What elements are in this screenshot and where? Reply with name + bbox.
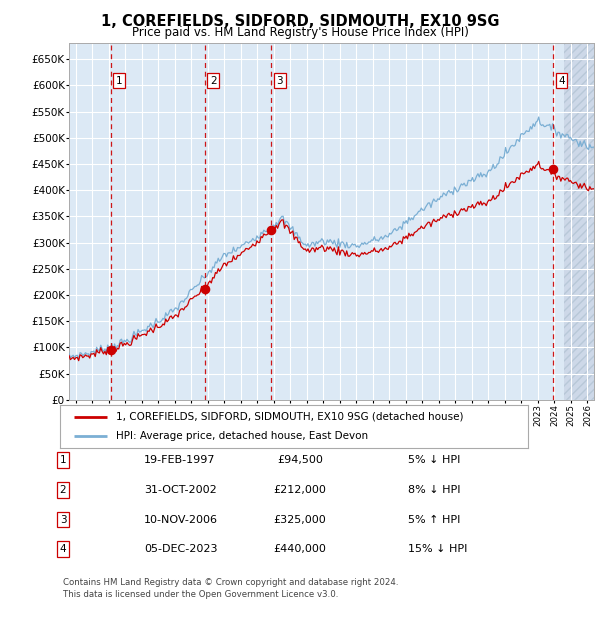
Text: 19-FEB-1997: 19-FEB-1997 xyxy=(144,455,215,465)
Point xyxy=(548,164,558,174)
Text: 1: 1 xyxy=(59,455,67,465)
Text: 8% ↓ HPI: 8% ↓ HPI xyxy=(408,485,461,495)
Text: 15% ↓ HPI: 15% ↓ HPI xyxy=(408,544,467,554)
Text: £440,000: £440,000 xyxy=(274,544,326,554)
Text: 31-OCT-2002: 31-OCT-2002 xyxy=(144,485,217,495)
Text: £94,500: £94,500 xyxy=(277,455,323,465)
Text: Price paid vs. HM Land Registry's House Price Index (HPI): Price paid vs. HM Land Registry's House … xyxy=(131,26,469,39)
Text: 1: 1 xyxy=(116,76,122,86)
Text: 5% ↑ HPI: 5% ↑ HPI xyxy=(408,515,460,525)
Text: 2: 2 xyxy=(210,76,217,86)
Text: 4: 4 xyxy=(558,76,565,86)
Point xyxy=(106,345,116,355)
Text: 5% ↓ HPI: 5% ↓ HPI xyxy=(408,455,460,465)
Text: 05-DEC-2023: 05-DEC-2023 xyxy=(144,544,218,554)
Text: Contains HM Land Registry data © Crown copyright and database right 2024.
This d: Contains HM Land Registry data © Crown c… xyxy=(63,578,398,599)
Point xyxy=(266,224,276,234)
Text: 2: 2 xyxy=(59,485,67,495)
Text: 1, COREFIELDS, SIDFORD, SIDMOUTH, EX10 9SG (detached house): 1, COREFIELDS, SIDFORD, SIDMOUTH, EX10 9… xyxy=(116,412,464,422)
Text: £325,000: £325,000 xyxy=(274,515,326,525)
Text: £212,000: £212,000 xyxy=(274,485,326,495)
Point xyxy=(200,284,209,294)
Text: 10-NOV-2006: 10-NOV-2006 xyxy=(144,515,218,525)
Text: 3: 3 xyxy=(59,515,67,525)
Text: HPI: Average price, detached house, East Devon: HPI: Average price, detached house, East… xyxy=(116,432,368,441)
Text: 4: 4 xyxy=(59,544,67,554)
Text: 3: 3 xyxy=(277,76,283,86)
Text: 1, COREFIELDS, SIDFORD, SIDMOUTH, EX10 9SG: 1, COREFIELDS, SIDFORD, SIDMOUTH, EX10 9… xyxy=(101,14,499,29)
